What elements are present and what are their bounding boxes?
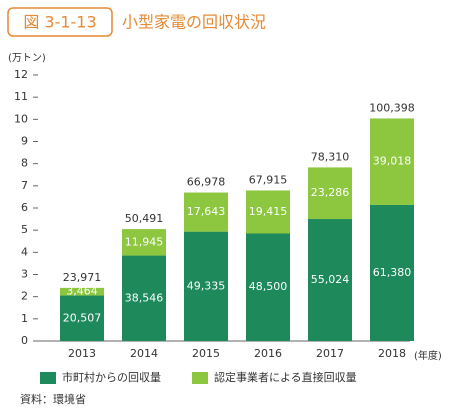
data-label: 38,546 xyxy=(125,291,164,304)
y-tick-label: 2 xyxy=(21,290,28,303)
data-label: 3,464 xyxy=(66,285,98,298)
bar-segment xyxy=(246,233,290,341)
y-tick-label: 5 xyxy=(21,223,28,236)
bar-segment xyxy=(184,231,228,341)
legend-swatch xyxy=(40,372,56,384)
x-tick-label: 2017 xyxy=(316,347,344,360)
y-tick-label: 8 xyxy=(21,157,28,170)
data-label: 17,643 xyxy=(187,205,226,218)
x-tick-label: 2013 xyxy=(68,347,96,360)
y-tick-label: 6 xyxy=(21,201,28,214)
source: 資料：環境省 xyxy=(20,392,86,406)
y-tick-label: 9 xyxy=(21,135,28,148)
y-unit: (万トン) xyxy=(8,53,46,64)
legend-swatch xyxy=(192,372,208,384)
y-tick-label: 12 xyxy=(14,68,28,81)
total-label: 78,310 xyxy=(311,150,350,163)
chart-title: 小型家電の回収状況 xyxy=(122,13,266,32)
bar-segment xyxy=(308,219,352,341)
data-label: 23,286 xyxy=(311,186,350,199)
total-label: 66,978 xyxy=(187,176,226,189)
y-tick-label: 7 xyxy=(21,179,28,192)
bar-segment xyxy=(370,204,414,341)
total-label: 100,398 xyxy=(369,101,415,114)
y-tick-label: 1 xyxy=(21,312,28,325)
bar-segment xyxy=(184,192,228,232)
bar-segment xyxy=(308,167,352,220)
bar-segment xyxy=(122,255,166,341)
legend-label: 認定事業者による直接回収量 xyxy=(214,370,357,384)
y-tick-label: 0 xyxy=(21,334,28,347)
x-tick-label: 2015 xyxy=(192,347,220,360)
data-label: 20,507 xyxy=(63,311,102,324)
total-label: 50,491 xyxy=(125,212,164,225)
bar-segment xyxy=(122,229,166,256)
total-label: 23,971 xyxy=(63,271,102,284)
total-label: 67,915 xyxy=(249,173,288,186)
y-tick-label: 4 xyxy=(21,245,28,258)
y-tick-label: 3 xyxy=(21,268,28,281)
bar-segment xyxy=(60,295,104,341)
y-tick-label: 11 xyxy=(14,90,28,103)
data-label: 11,945 xyxy=(125,235,164,248)
x-unit: (年度) xyxy=(414,349,442,362)
x-tick-label: 2016 xyxy=(254,347,282,360)
data-label: 61,380 xyxy=(373,266,412,279)
bar-segment xyxy=(60,287,104,296)
badge: 図 3-1-13 xyxy=(23,13,96,32)
x-tick-label: 2014 xyxy=(130,347,158,360)
data-label: 19,415 xyxy=(249,205,288,218)
data-label: 48,500 xyxy=(249,280,288,293)
bar-segment xyxy=(246,190,290,234)
x-tick-label: 2018 xyxy=(378,347,406,360)
y-tick-label: 10 xyxy=(14,112,28,125)
legend-label: 市町村からの回収量 xyxy=(62,370,161,384)
data-label: 39,018 xyxy=(373,155,412,168)
data-label: 55,024 xyxy=(311,273,350,286)
badge-box xyxy=(7,7,113,37)
bar-segment xyxy=(370,118,414,205)
data-label: 49,335 xyxy=(187,279,226,292)
